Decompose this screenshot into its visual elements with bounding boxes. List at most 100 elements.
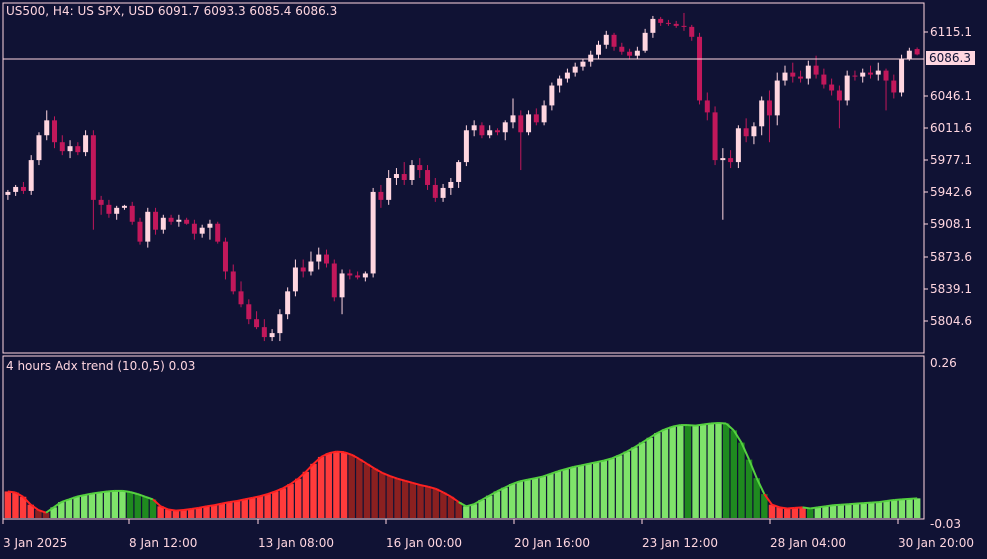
candle	[829, 78, 835, 96]
indicator-outline-segment	[259, 493, 268, 498]
candle-body	[860, 72, 866, 77]
indicator-bar	[417, 485, 424, 518]
candle-body	[875, 70, 881, 75]
x-tick: 28 Jan 04:00	[770, 536, 846, 550]
indicator-outline-segment	[794, 506, 803, 509]
main-header: US500, H4: US SPX, USD 6091.7 6093.3 608…	[6, 4, 338, 18]
candle	[254, 311, 260, 330]
indicator-bar	[722, 423, 730, 518]
candle-body	[199, 227, 205, 234]
indicator-outline-segment	[748, 459, 758, 479]
indicator-bar	[172, 510, 180, 518]
indicator-outline-segment	[221, 501, 230, 505]
indicator-outline-segment	[183, 507, 192, 512]
y-tick: 5942.6	[930, 185, 972, 199]
candle-body	[339, 273, 345, 298]
indicator-outline-segment	[466, 503, 475, 508]
indicator-bar	[493, 491, 501, 518]
candle	[518, 110, 524, 171]
x-tick: 23 Jan 12:00	[642, 536, 718, 550]
indicator-bar	[562, 469, 569, 518]
indicator-y-tick: 0.26	[930, 356, 957, 370]
indicator-outline-segment	[336, 450, 345, 454]
candle	[805, 60, 811, 85]
indicator-outline-segment	[274, 487, 284, 493]
indicator-outline-segment	[611, 454, 620, 460]
indicator-bar	[837, 504, 844, 518]
y-tick: 5908.1	[930, 217, 972, 231]
indicator-bar	[593, 462, 600, 518]
candle	[316, 247, 322, 270]
candle	[448, 178, 454, 195]
candle-body	[75, 146, 81, 153]
candles-layer	[5, 12, 920, 342]
candle	[114, 205, 120, 220]
candle-body	[168, 217, 174, 222]
indicator-bar	[654, 433, 661, 518]
candle	[844, 70, 850, 106]
y-tick: 6011.6	[930, 121, 972, 135]
y-tick: 5977.1	[930, 153, 972, 167]
indicator-outline-segment	[473, 499, 483, 506]
candle-body	[106, 204, 112, 214]
candle	[331, 259, 337, 302]
candle-body	[518, 115, 524, 133]
indicator-bar	[631, 447, 638, 518]
candle-body	[479, 125, 485, 136]
candle-body	[28, 160, 34, 191]
indicator-outline-segment	[229, 500, 238, 504]
indicator-bar	[142, 496, 149, 518]
indicator-outline-segment	[84, 492, 93, 497]
indicator-bar	[570, 467, 577, 518]
indicator-bar	[463, 506, 470, 518]
indicator-bar	[822, 506, 829, 518]
y-tick: 5804.6	[930, 314, 972, 328]
indicator-bar	[394, 478, 401, 518]
x-tick: 16 Jan 00:00	[386, 536, 462, 550]
x-tick: 13 Jan 08:00	[258, 536, 334, 550]
candle	[75, 142, 81, 156]
candle-body	[417, 165, 423, 171]
candle	[549, 82, 555, 111]
candle-body	[59, 142, 65, 152]
candle-body	[409, 165, 415, 180]
candle-body	[362, 273, 368, 278]
indicator-outline-segment	[343, 451, 353, 456]
candle-body	[13, 186, 19, 192]
indicator-bar	[791, 507, 799, 518]
indicator-header: 4 hours Adx trend (10.0,5) 0.03	[6, 359, 196, 373]
candle-body	[712, 112, 718, 161]
candle-body	[883, 70, 889, 81]
candle-body	[502, 122, 508, 133]
candle	[59, 135, 65, 156]
indicator-outline-segment	[496, 486, 505, 493]
indicator-bar	[134, 494, 141, 518]
candle	[759, 96, 765, 136]
candle-body	[533, 114, 539, 123]
candle-body	[90, 135, 96, 200]
candle-body	[510, 115, 516, 123]
indicator-bar	[73, 496, 80, 518]
indicator-bar	[371, 468, 378, 518]
indicator-outline-segment	[30, 503, 39, 511]
indicator-outline-segment	[565, 466, 574, 471]
candle	[533, 108, 539, 126]
candle	[52, 116, 58, 149]
candle-body	[829, 84, 835, 91]
candle	[479, 122, 485, 139]
indicator-bar	[157, 506, 164, 518]
indicator-outline-segment	[450, 495, 460, 503]
x-tick: 8 Jan 12:00	[129, 536, 198, 550]
price-panel-border	[2, 2, 925, 354]
indicator-outline-segment	[878, 500, 887, 504]
candle	[98, 195, 104, 215]
candle	[751, 122, 757, 145]
candle	[160, 214, 166, 234]
candle-body	[634, 50, 640, 56]
indicator-outline-segment	[901, 497, 910, 501]
candle	[215, 221, 221, 244]
indicator-bar	[325, 453, 332, 518]
candle-body	[20, 186, 26, 191]
